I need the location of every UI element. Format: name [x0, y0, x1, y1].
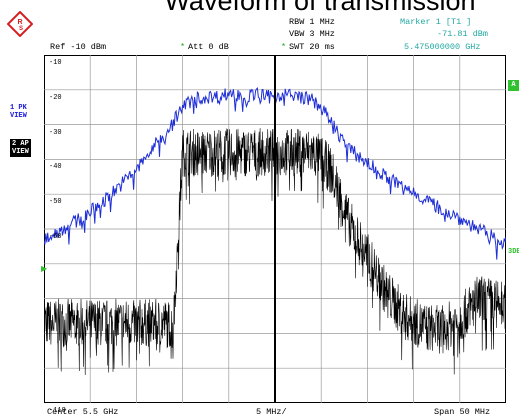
marker-label: Marker 1 [T1 ] [400, 17, 472, 27]
y-tick-label: -20 [49, 93, 62, 102]
ref-level: Ref -10 dBm [50, 42, 107, 52]
att-star: * [180, 42, 186, 52]
trace1-line2: VIEW [10, 112, 27, 120]
rohde-schwarz-logo: R S [7, 11, 33, 37]
trace2-badge[interactable]: 2 AP VIEW [10, 139, 31, 157]
attenuation: Att 0 dB [188, 42, 229, 52]
svg-text:R: R [18, 19, 23, 26]
trace1-badge[interactable]: 1 PK VIEW [10, 104, 27, 120]
marker-frequency: 5.475000000 GHz [404, 42, 481, 52]
spectrum-plot[interactable] [44, 55, 506, 403]
rbw: RBW 1 MHz [289, 17, 335, 27]
span: Span 50 MHz [434, 407, 491, 417]
center-frequency: Center 5.5 GHz [47, 407, 119, 417]
marker-a-flag[interactable]: A [508, 80, 519, 91]
trigger-arrow-icon: ▶ [41, 265, 48, 274]
y-tick-label: -30 [49, 128, 62, 137]
trace2-line2: VIEW [12, 148, 29, 156]
vbw: VBW 3 MHz [289, 29, 335, 39]
y-tick-label: -50 [49, 198, 62, 207]
division: 5 MHz/ [256, 407, 287, 417]
y-tick-label: -10 [49, 59, 62, 67]
trace1-line1: 1 PK [10, 104, 27, 112]
y-tick-label: -40 [49, 163, 62, 172]
threed-label: 3DB [508, 248, 519, 256]
page-title: Waveform of transmission [164, 0, 476, 16]
swt-star: * [281, 42, 287, 52]
trace2-line1: 2 AP [12, 140, 29, 148]
svg-text:S: S [19, 26, 23, 32]
sweep-time: SWT 20 ms [289, 42, 335, 52]
marker-level: -71.81 dBm [437, 29, 489, 39]
y-tick-label: -110 [49, 407, 66, 415]
y-tick-label: -60 [49, 233, 62, 241]
